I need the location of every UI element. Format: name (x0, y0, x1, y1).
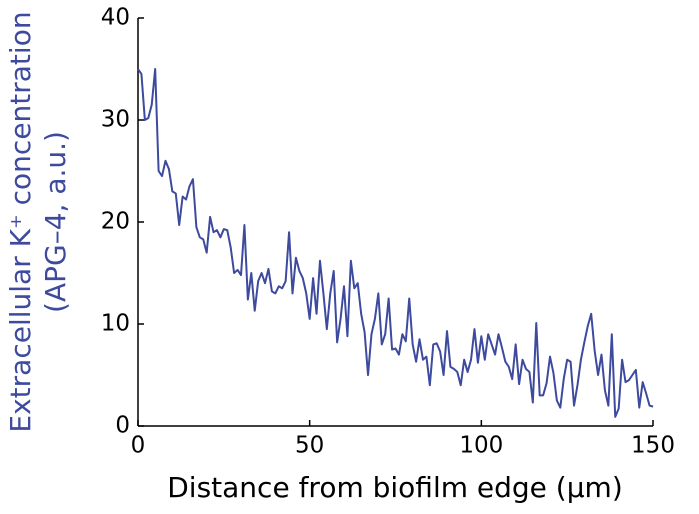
data-line (137, 68, 654, 418)
y-tick-label: 30 (101, 107, 130, 133)
y-axis-label-line: (APG–4, a.u.) (39, 131, 72, 313)
y-tick-label: 20 (101, 209, 130, 235)
y-tick-label: 40 (101, 5, 130, 31)
x-tick-label: 150 (631, 433, 675, 459)
x-axis-label: Distance from biofilm edge (μm) (167, 471, 623, 504)
y-axis-label-line: Extracellular K⁺ concentration (4, 11, 37, 432)
y-tick-label: 10 (101, 311, 130, 337)
x-tick-label: 50 (295, 433, 324, 459)
x-tick-label: 0 (131, 433, 146, 459)
y-axis-label: Extracellular K⁺ concentration (APG–4, a… (4, 11, 72, 432)
y-tick-label: 0 (115, 413, 130, 439)
x-tick-label: 100 (459, 433, 503, 459)
